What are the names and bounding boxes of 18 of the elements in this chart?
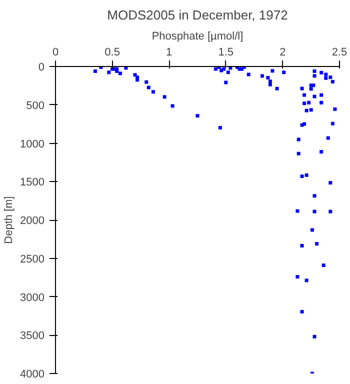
y-tick-label: 3000: [20, 292, 45, 304]
y-tick-label: 500: [26, 100, 45, 112]
y-axis-title: Depth [m]: [3, 196, 16, 244]
chart-title: MODS2005 in December, 1972: [107, 8, 288, 22]
y-tick-label: 4000: [20, 368, 45, 380]
x-tick-label: 2.5: [332, 46, 348, 58]
y-tick-label: 1500: [20, 176, 45, 189]
x-tick-label: 1.5: [218, 46, 234, 58]
x-tick-label: 2: [280, 46, 286, 58]
x-axis-title: Phosphate [µmol/l]: [152, 30, 244, 42]
x-tick-label: 0: [52, 46, 59, 58]
x-tick-label: 0.5: [104, 46, 120, 58]
y-tick-label: 3500: [20, 330, 45, 342]
y-tick-label: 2000: [20, 215, 45, 227]
y-tick-label: 0: [38, 62, 45, 74]
y-tick-label: 1000: [20, 138, 45, 150]
x-tick-label: 1: [166, 46, 172, 58]
y-tick-label: 2500: [20, 253, 45, 266]
